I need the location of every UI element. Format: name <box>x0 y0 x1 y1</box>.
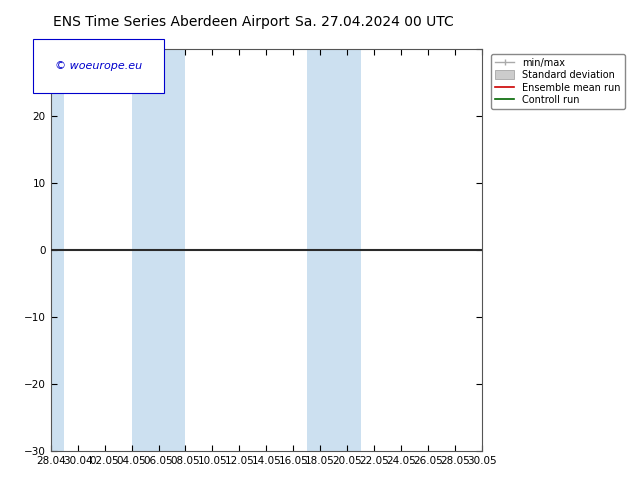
Text: ENS Time Series Aberdeen Airport: ENS Time Series Aberdeen Airport <box>53 15 290 29</box>
Text: Sa. 27.04.2024 00 UTC: Sa. 27.04.2024 00 UTC <box>295 15 453 29</box>
Legend: min/max, Standard deviation, Ensemble mean run, Controll run: min/max, Standard deviation, Ensemble me… <box>491 54 624 109</box>
Text: © woeurope.eu: © woeurope.eu <box>55 61 142 71</box>
Bar <box>37 49 64 451</box>
Bar <box>522 49 576 451</box>
Bar <box>307 49 361 451</box>
Bar <box>132 49 185 451</box>
